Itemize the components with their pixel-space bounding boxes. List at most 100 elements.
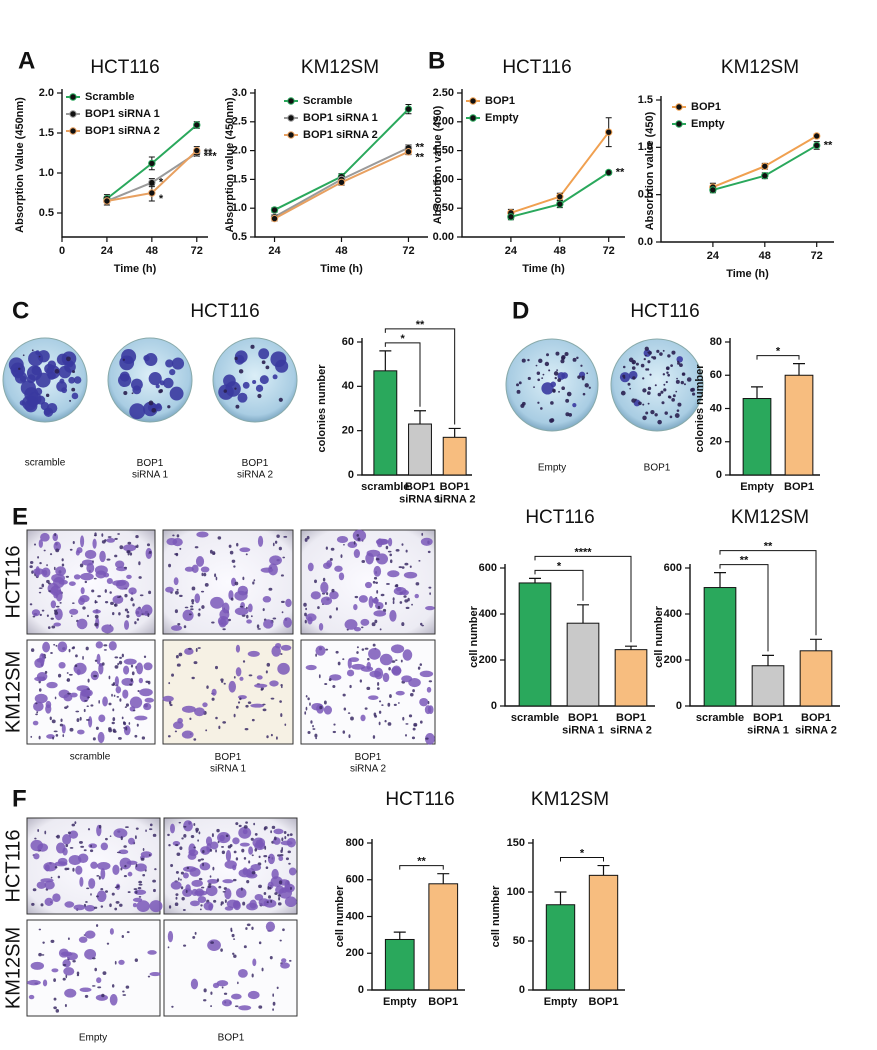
cell: [35, 713, 38, 716]
cell: [142, 874, 146, 877]
cell: [119, 903, 123, 907]
cell: [112, 682, 116, 686]
cell: [194, 593, 201, 604]
cell: [75, 865, 83, 875]
colony: [43, 408, 51, 416]
cell: [404, 734, 407, 737]
cell: [243, 945, 247, 949]
cell: [384, 601, 387, 605]
cell: [94, 614, 99, 619]
cell: [264, 826, 268, 830]
cell: [119, 698, 122, 702]
cell: [143, 662, 153, 671]
y-tick-label: 200: [346, 947, 364, 959]
colony: [119, 355, 135, 371]
cell: [197, 839, 200, 842]
cell: [189, 717, 192, 721]
cell: [216, 828, 220, 833]
x-tick-label: BOP1 siRNA 1: [747, 712, 789, 737]
comparison-bracket: [756, 355, 800, 360]
cell: [69, 548, 73, 551]
legend-marker: [287, 114, 295, 122]
cell: [69, 608, 79, 615]
cell: [242, 829, 248, 835]
legend-marker: [469, 114, 477, 122]
cell: [138, 895, 142, 898]
cell: [93, 534, 97, 537]
colony: [642, 388, 647, 393]
colony: [665, 366, 670, 371]
cell: [123, 727, 125, 729]
cell: [262, 596, 272, 603]
cell: [100, 868, 106, 880]
cell: [38, 688, 42, 692]
marker: [507, 213, 515, 221]
micrograph: [300, 639, 436, 745]
cell: [83, 708, 86, 713]
cell: [55, 1008, 60, 1013]
cell: [91, 589, 95, 593]
cell: [190, 608, 194, 611]
cell: [242, 660, 246, 663]
cell: [129, 696, 143, 709]
cell: [180, 878, 182, 881]
y-tick-label: 0: [676, 700, 682, 712]
significance: **: [417, 856, 426, 868]
cell: [402, 716, 405, 721]
significance: **: [616, 166, 625, 178]
cell: [55, 605, 60, 608]
cell: [309, 702, 311, 706]
cell: [97, 731, 105, 744]
cell: [281, 847, 284, 851]
cell: [175, 655, 179, 659]
cell: [389, 694, 392, 698]
cell: [288, 867, 297, 876]
legend-marker: [469, 97, 477, 105]
cell: [86, 705, 89, 708]
marker: [605, 168, 613, 177]
cell: [200, 846, 211, 855]
cell: [149, 900, 163, 913]
cell: [123, 665, 130, 675]
comparison-bracket: [534, 555, 632, 643]
cell: [427, 705, 434, 715]
colony: [123, 391, 128, 396]
cell: [280, 684, 283, 687]
cell: [50, 652, 53, 654]
cell: [314, 733, 318, 738]
cell: [131, 671, 135, 676]
cell: [280, 653, 283, 655]
cell: [379, 628, 382, 631]
cell: [270, 733, 273, 737]
cell: [333, 723, 336, 726]
cell: [378, 710, 382, 714]
cell: [94, 622, 99, 627]
y-tick-label: 2.50: [433, 87, 454, 99]
colony: [564, 351, 569, 356]
cell: [246, 614, 249, 619]
x-tick-label: 0: [59, 245, 65, 257]
cell: [130, 598, 134, 602]
cell: [144, 697, 154, 703]
colony: [27, 391, 42, 406]
cell: [53, 577, 65, 588]
cell: [114, 886, 118, 889]
cell: [114, 907, 118, 911]
x-tick-label: BOP1 siRNA 2: [434, 481, 476, 506]
cell: [281, 837, 284, 842]
colony: [556, 369, 559, 372]
cell: [361, 560, 366, 563]
colony: [61, 387, 68, 394]
cell: [58, 948, 69, 958]
cell: [40, 903, 44, 907]
cell: [183, 625, 187, 629]
legend-label: Scramble: [85, 91, 135, 103]
cell: [246, 879, 250, 884]
cell: [364, 647, 369, 650]
cell: [134, 621, 137, 625]
cell: [61, 563, 65, 567]
cell: [170, 864, 174, 868]
cell: [284, 880, 291, 892]
y-tick-label: 2.00: [433, 116, 454, 128]
cell: [68, 581, 76, 586]
